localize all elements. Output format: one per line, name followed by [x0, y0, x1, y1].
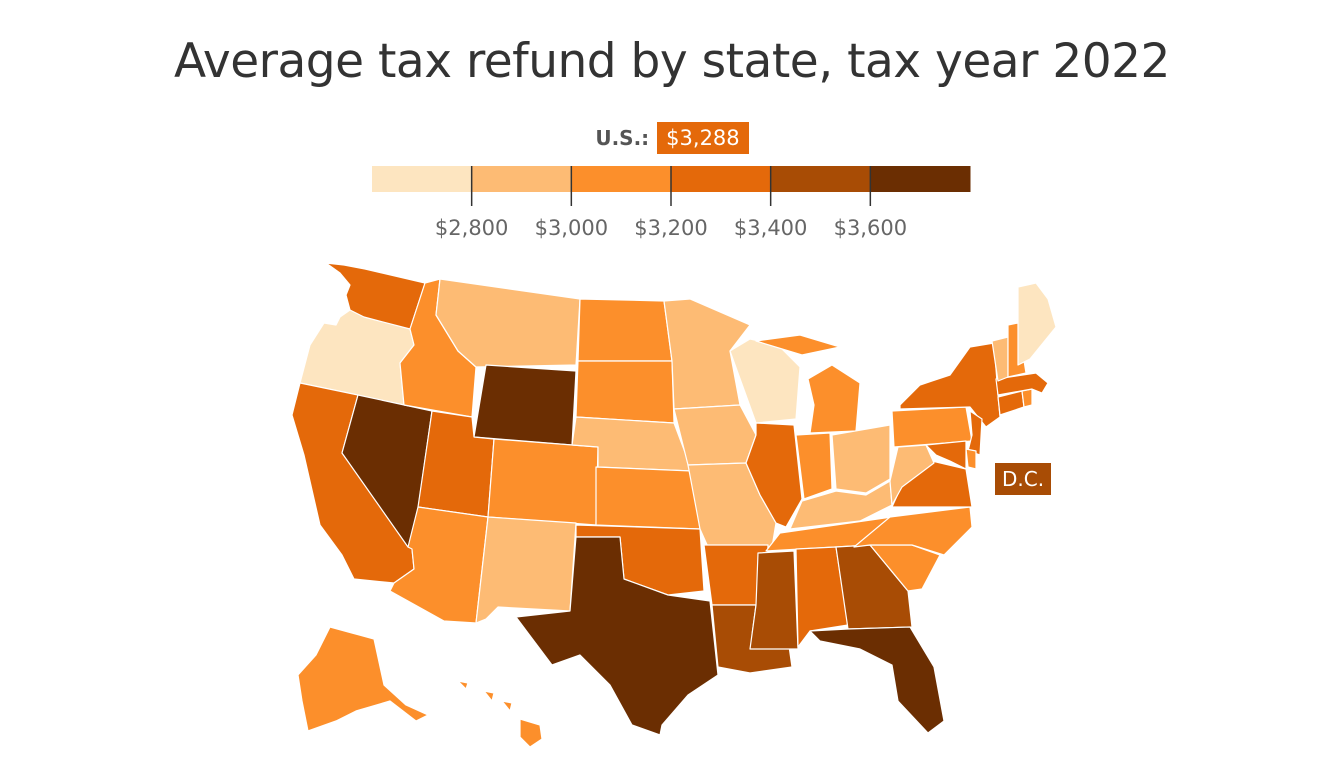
state-ma[interactable] [995, 372, 1049, 396]
dc-label[interactable]: D.C. [995, 463, 1052, 495]
legend-tick-label: $3,000 [535, 216, 608, 240]
legend-bin [571, 166, 672, 192]
legend-tick-label: $3,400 [734, 216, 807, 240]
state-nm[interactable] [475, 516, 577, 624]
us-average-value: $3,288 [657, 122, 749, 154]
state-ks[interactable] [595, 466, 701, 530]
state-co[interactable] [487, 438, 599, 526]
us-choropleth-map [291, 262, 1057, 748]
state-ri[interactable] [1021, 388, 1033, 408]
legend-bin [770, 166, 871, 192]
color-legend: $2,800 $3,000 $3,200 $3,400 $3,600 [372, 166, 971, 246]
state-mn[interactable] [663, 298, 751, 410]
state-tx[interactable] [515, 536, 719, 736]
legend-bin [671, 166, 772, 192]
state-nd[interactable] [577, 298, 673, 362]
state-ak[interactable] [297, 626, 429, 732]
state-fl[interactable] [809, 626, 945, 734]
legend-tick-label: $3,600 [834, 216, 907, 240]
state-il[interactable] [745, 422, 803, 528]
state-ms[interactable] [749, 550, 799, 650]
legend-bin [870, 166, 971, 192]
legend-scale: $2,800 $3,000 $3,200 $3,400 $3,600 [372, 166, 971, 240]
state-md[interactable] [925, 440, 967, 470]
state-sd[interactable] [575, 360, 675, 424]
state-ia[interactable] [673, 404, 757, 466]
state-al[interactable] [795, 546, 849, 648]
state-hi[interactable] [457, 680, 543, 748]
state-ky[interactable] [789, 480, 893, 530]
us-average-label: U.S.: [595, 126, 650, 150]
legend-tick-label: $3,200 [634, 216, 707, 240]
chart-title: Average tax refund by state, tax year 20… [174, 34, 1170, 89]
legend-tick-label: $2,800 [435, 216, 508, 240]
legend-bin [471, 166, 572, 192]
state-nc[interactable] [853, 506, 973, 556]
state-me[interactable] [1017, 282, 1057, 366]
state-de[interactable] [965, 448, 977, 470]
national-average: U.S.: $3,288 [0, 122, 1344, 154]
state-wy[interactable] [473, 364, 577, 446]
state-oh[interactable] [831, 424, 891, 494]
state-in[interactable] [795, 432, 833, 500]
legend-bin [372, 166, 473, 192]
